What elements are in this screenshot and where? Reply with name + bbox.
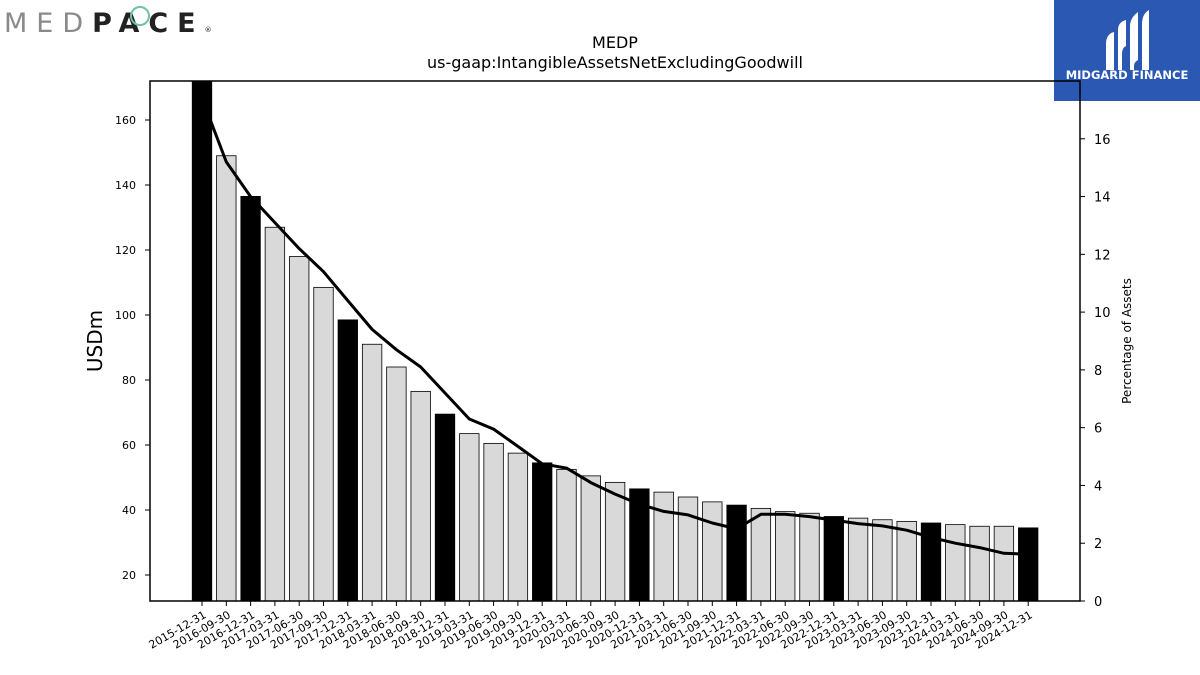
- y2-tick-label: 8: [1094, 364, 1102, 379]
- right-axis-ticks: 0 2 4 6 8 10 12 14 16: [1080, 133, 1111, 610]
- y2-tick-label: 12: [1094, 248, 1111, 263]
- bar: [702, 501, 723, 602]
- y-tick-label: 100: [115, 309, 136, 322]
- bar: [459, 433, 480, 602]
- chart-subtitle: us-gaap:IntangibleAssetsNetExcludingGood…: [427, 53, 803, 72]
- y-tick-label: 60: [122, 439, 136, 452]
- midgard-emblem-icon: [1106, 10, 1149, 70]
- y2-tick-label: 0: [1094, 595, 1102, 610]
- y2-tick-label: 2: [1094, 537, 1102, 552]
- y-tick-label: 40: [122, 504, 136, 517]
- y-axis-label: USDm: [83, 310, 107, 372]
- bar: [507, 452, 529, 602]
- medpace-logo: MEDPACE®: [4, 6, 212, 42]
- bar: [386, 366, 407, 602]
- bar: [264, 226, 286, 602]
- bar: [483, 442, 504, 602]
- bar: [410, 390, 431, 602]
- percentage-line-path: [200, 97, 1029, 556]
- chart-title: MEDP: [592, 33, 638, 52]
- percentage-line: [200, 97, 1029, 556]
- bar: [799, 512, 820, 602]
- y2-tick-label: 4: [1094, 479, 1102, 494]
- bar: [750, 507, 772, 602]
- y-tick-label: 120: [115, 244, 136, 257]
- bar: [872, 519, 893, 602]
- y2-tick-label: 14: [1094, 191, 1111, 206]
- y2-tick-label: 6: [1094, 422, 1102, 437]
- y2-tick-label: 10: [1094, 306, 1111, 321]
- y-tick-label: 160: [115, 114, 136, 127]
- bar: [945, 524, 966, 602]
- bar: [726, 504, 747, 602]
- bar: [337, 319, 358, 602]
- y2-axis-label: Percentage of Assets: [1120, 278, 1134, 404]
- bar: [775, 511, 796, 602]
- bar: [993, 525, 1015, 602]
- bar: [289, 256, 310, 602]
- bar: [847, 517, 869, 602]
- bar: [191, 80, 213, 602]
- logo-registered-mark: ®: [204, 26, 212, 34]
- midgard-brand-text: MIDGARD FINANCE: [1065, 68, 1189, 82]
- bar: [1018, 527, 1039, 602]
- bar: [556, 468, 577, 602]
- y2-tick-label: 16: [1094, 133, 1111, 148]
- logo-text-light: MED: [4, 8, 93, 39]
- y-tick-label: 140: [115, 179, 136, 192]
- bar: [532, 462, 553, 602]
- bar: [313, 286, 334, 602]
- y-tick-label: 80: [122, 374, 136, 387]
- bar: [580, 475, 601, 602]
- bar: [434, 413, 456, 602]
- bars: [191, 80, 1039, 602]
- bar: [361, 343, 383, 602]
- bar: [604, 481, 626, 602]
- x-axis-ticks: 2015-12-312016-09-302016-12-312017-03-31…: [147, 601, 1035, 652]
- y-tick-label: 20: [122, 569, 136, 582]
- logo-ring-icon: [130, 6, 150, 26]
- bar: [240, 195, 261, 602]
- bar: [216, 155, 237, 602]
- left-axis-ticks: 20 40 60 80 100 120 140 160: [115, 114, 150, 582]
- midgard-finance-logo: MIDGARD FINANCE: [1054, 0, 1200, 101]
- bar: [969, 525, 990, 602]
- bar: [823, 516, 844, 602]
